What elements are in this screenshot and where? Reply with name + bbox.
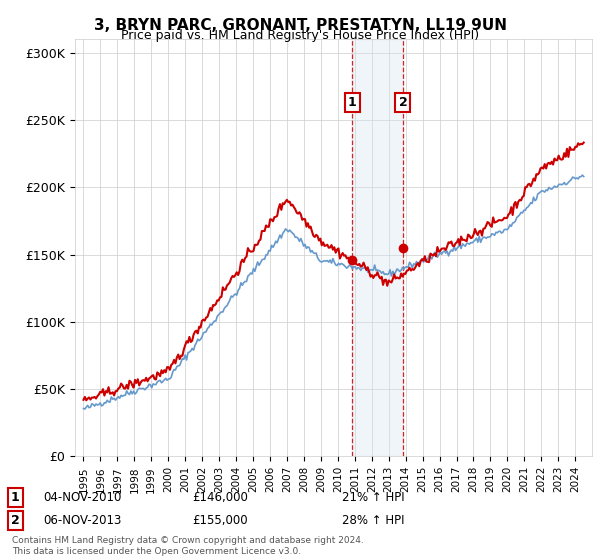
Text: Price paid vs. HM Land Registry's House Price Index (HPI): Price paid vs. HM Land Registry's House … <box>121 29 479 42</box>
Text: 2: 2 <box>398 96 407 109</box>
Bar <box>352 39 403 456</box>
Text: Contains HM Land Registry data © Crown copyright and database right 2024.
This d: Contains HM Land Registry data © Crown c… <box>12 536 364 556</box>
Text: 1: 1 <box>11 491 19 504</box>
Text: 1: 1 <box>348 96 356 109</box>
Text: £146,000: £146,000 <box>192 491 248 504</box>
Text: 06-NOV-2013: 06-NOV-2013 <box>43 514 122 528</box>
Text: £155,000: £155,000 <box>192 514 248 528</box>
Text: 04-NOV-2010: 04-NOV-2010 <box>43 491 122 504</box>
Text: 3, BRYN PARC, GRONANT, PRESTATYN, LL19 9UN: 3, BRYN PARC, GRONANT, PRESTATYN, LL19 9… <box>94 18 506 33</box>
Text: 2: 2 <box>11 514 19 528</box>
Text: 21% ↑ HPI: 21% ↑ HPI <box>342 491 404 504</box>
Text: 28% ↑ HPI: 28% ↑ HPI <box>342 514 404 528</box>
